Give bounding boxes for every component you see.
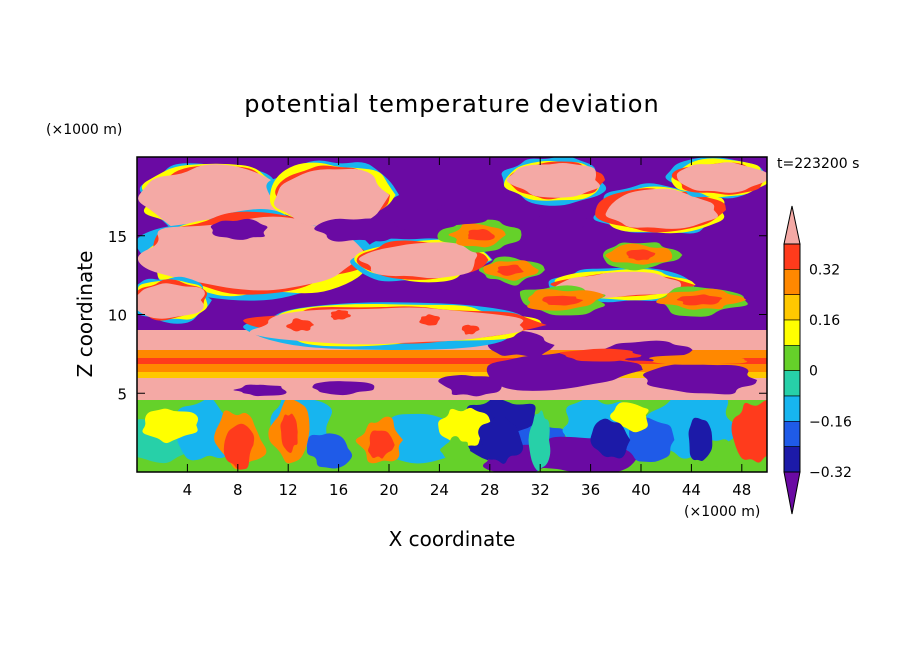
contour-blob [542, 295, 584, 306]
colorbar-tick-label: 0 [809, 364, 818, 380]
contour-blob [649, 354, 748, 365]
colorbar-box [783, 269, 801, 295]
contour-blob [438, 375, 502, 397]
contour-band [137, 350, 767, 358]
x-tick-label: 16 [329, 481, 348, 499]
colorbar-tick-label: −0.32 [809, 465, 852, 481]
contour-blob [273, 168, 390, 227]
contour-blob [528, 410, 551, 471]
contour-blob [478, 415, 524, 464]
colorbar-box [783, 294, 801, 321]
contour-blob [233, 384, 287, 397]
contour-blob [368, 430, 395, 459]
colorbar-extend-top [783, 205, 801, 245]
contour-band [137, 364, 767, 372]
contour-blob [137, 216, 367, 291]
x-tick-label: 40 [631, 481, 650, 499]
colorbar-frame [783, 243, 801, 473]
colorbar-box [783, 370, 801, 397]
x-tick-label: 28 [480, 481, 499, 499]
x-tick-label: 44 [682, 481, 701, 499]
contour-blob [610, 402, 649, 433]
contour-blob [280, 413, 298, 453]
contour-blob [676, 162, 767, 193]
contour-blob [605, 188, 719, 229]
contour-blob [643, 363, 758, 395]
contour-blob [142, 408, 199, 444]
colorbar-tick-label: −0.16 [809, 414, 852, 430]
contour-band [137, 372, 767, 378]
contour-blob [312, 381, 375, 396]
contour-blob [440, 436, 471, 460]
contour-blob [314, 218, 406, 242]
y-tick-label: 15 [108, 228, 127, 246]
contour-band [137, 358, 767, 364]
contour-blob [506, 163, 601, 198]
colorbar: 0.32 0.16 0 −0.16 −0.32 [783, 205, 852, 515]
contour-blob [731, 400, 767, 463]
contour-blob [461, 324, 480, 335]
y-axis: 5 10 15 [108, 228, 767, 403]
colorbar-box [783, 319, 801, 346]
contour-field [137, 157, 767, 472]
x-tick-label: 48 [732, 481, 751, 499]
colorbar-box [783, 243, 801, 270]
chart-title: potential temperature deviation [244, 90, 659, 118]
contour-blob [559, 348, 642, 362]
contour-blob [676, 294, 723, 306]
y-tick-label: 10 [108, 307, 127, 325]
x-tick-label: 8 [233, 481, 243, 499]
contour-blob [688, 417, 713, 462]
x-tick-label: 20 [379, 481, 398, 499]
contour-blob [533, 208, 588, 230]
x-tick-label: 24 [430, 481, 449, 499]
colorbar-tick-label: 0.16 [809, 313, 840, 329]
colorbar-box [783, 345, 801, 371]
colorbar-box [783, 421, 801, 447]
contour-blob [497, 264, 524, 276]
contour-blob [286, 318, 315, 332]
x-axis: 4 8 12 16 20 24 28 32 36 40 44 48 [183, 157, 751, 499]
contour-blob [419, 314, 440, 326]
contour-blob [306, 433, 353, 469]
colorbar-extend-bottom [783, 471, 801, 515]
time-label: t=223200 s [777, 156, 859, 172]
contour-blob [137, 283, 205, 319]
contour-blob [330, 309, 351, 320]
y-tick-label: 5 [117, 385, 127, 403]
y-axis-label: Z coordinate [73, 251, 97, 378]
x-tick-label: 12 [279, 481, 298, 499]
contour-blob [223, 423, 255, 470]
contour-blob [590, 418, 631, 459]
x-unit-label: (×1000 m) [684, 504, 760, 520]
contour-blob [428, 205, 495, 226]
contour-blob [438, 407, 492, 448]
x-axis-label: X coordinate [389, 527, 516, 551]
x-tick-label: 32 [531, 481, 550, 499]
contour-blob [626, 249, 656, 261]
contour-blob [210, 218, 268, 240]
colorbar-box [783, 446, 801, 473]
contour-blob [358, 242, 478, 279]
y-unit-label: (×1000 m) [46, 122, 122, 138]
contour-blob [249, 307, 524, 345]
contour-blob [468, 229, 495, 241]
x-tick-label: 4 [183, 481, 193, 499]
field-blobs [137, 157, 767, 472]
colorbar-box [783, 395, 801, 422]
x-tick-label: 36 [581, 481, 600, 499]
colorbar-tick-label: 0.32 [809, 262, 840, 278]
